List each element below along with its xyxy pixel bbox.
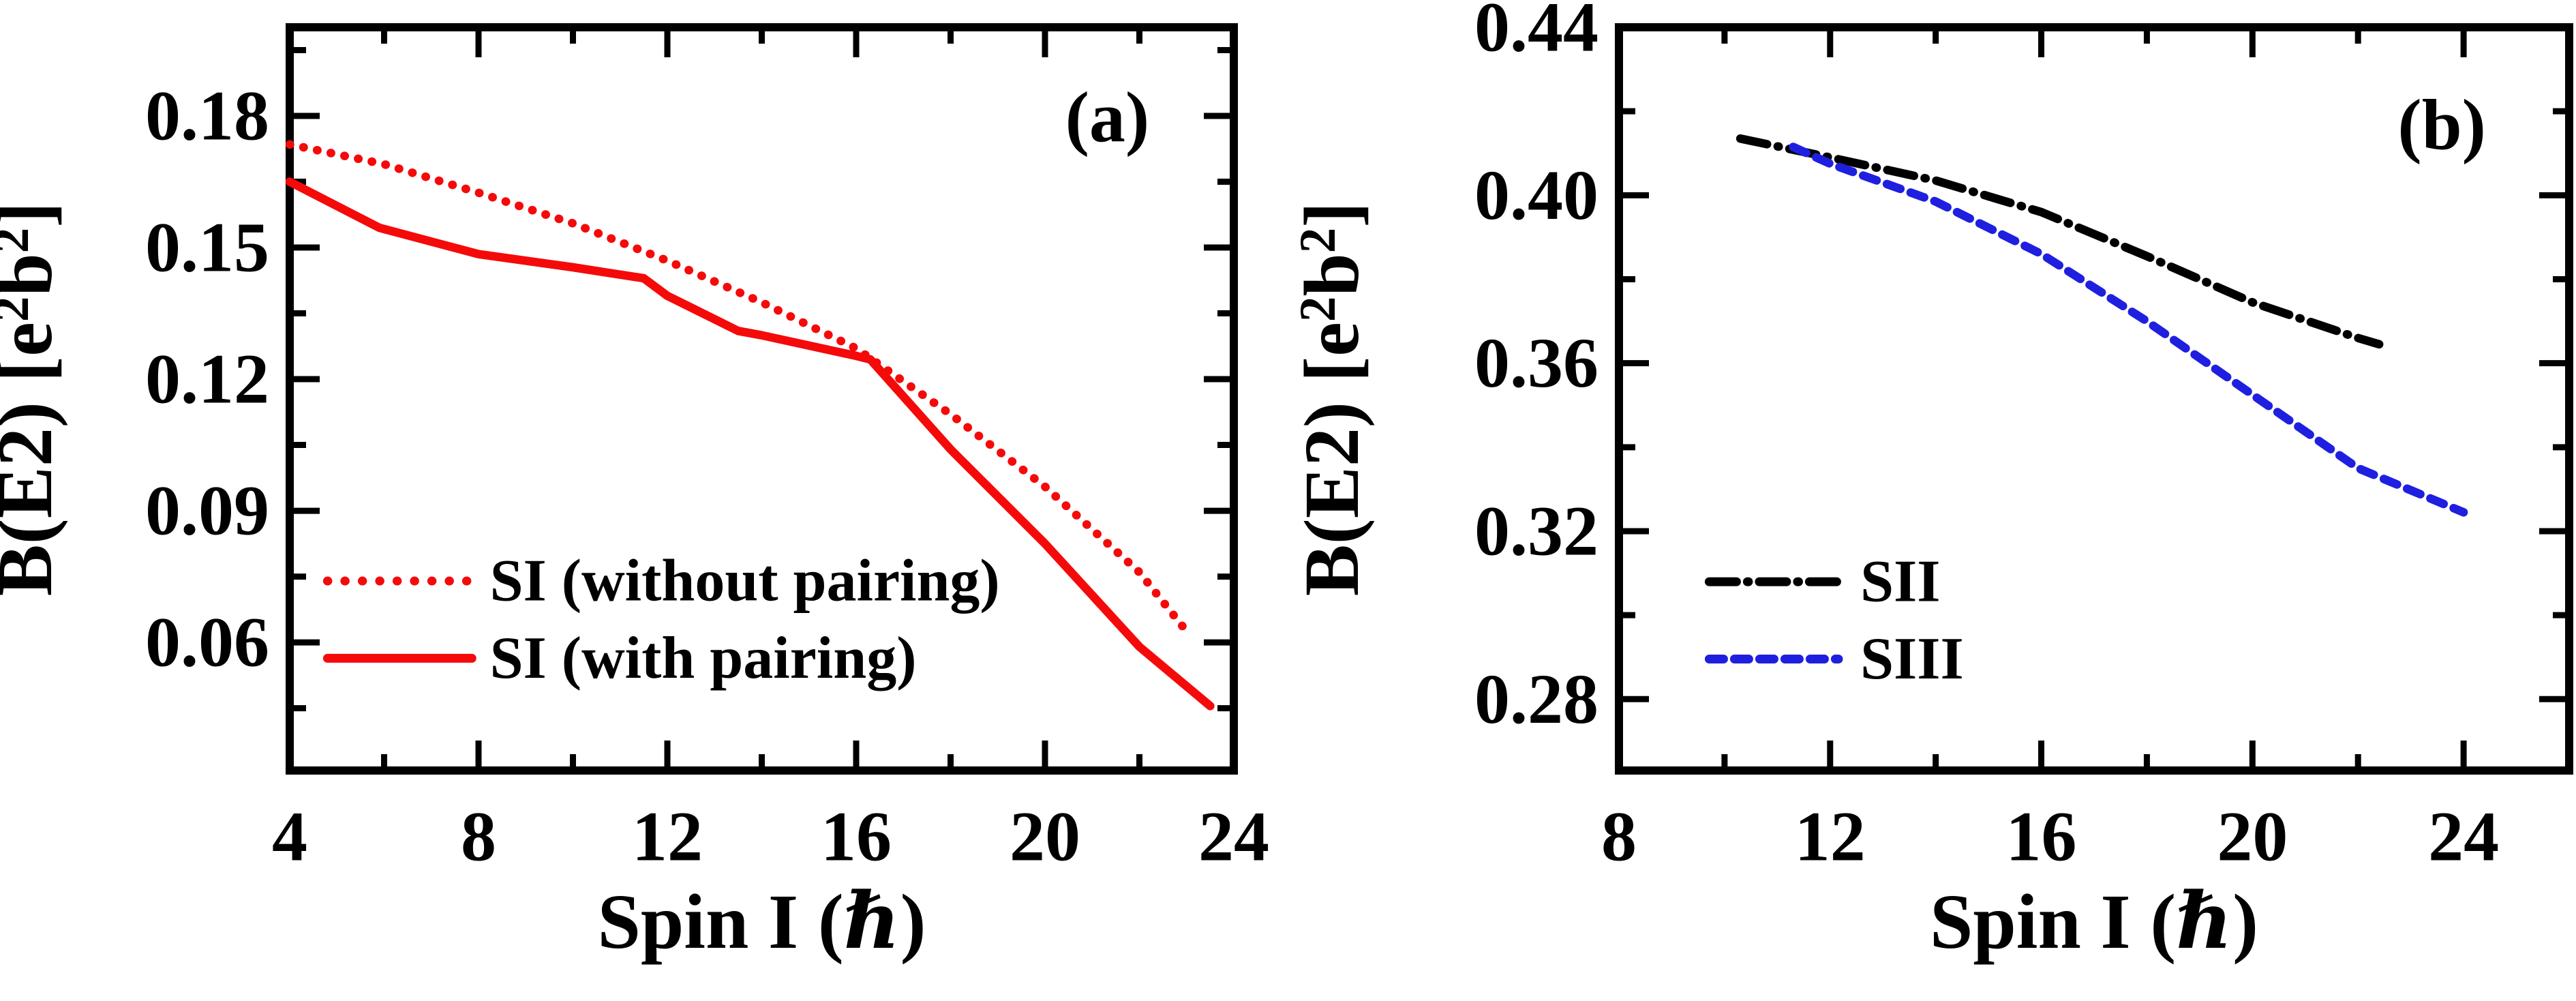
y-tick-label: 0.06: [145, 603, 269, 682]
series-line-si-without-pairing: [285, 140, 1192, 636]
panel-a: 4 8 12 16 20 24 0.18 0.15 0.12 0.09 0.06 Spin I (ℏ)…: [0, 23, 1269, 965]
x-tick-label: 24: [2428, 798, 2499, 876]
legend-label: SI (without pairing): [490, 548, 1000, 614]
x-tick-label: 20: [1010, 798, 1080, 876]
y-tick-label: 0.40: [1474, 156, 1598, 235]
x-tick-label: 24: [1198, 798, 1269, 876]
x-axis-title: Spin I (ℏ): [597, 878, 926, 965]
x-tick-label: 4: [272, 798, 307, 876]
x-tick-label: 12: [1795, 798, 1866, 876]
y-tick-label: 0.18: [145, 76, 269, 155]
y-tick-label: 0.36: [1474, 324, 1598, 402]
series-line-sii: [1736, 134, 2384, 349]
y-tick-label: 0.44: [1474, 0, 1598, 67]
legend-label: SI (with pairing): [490, 625, 917, 691]
y-axis-title: B(E2) [e2b2]: [0, 202, 68, 596]
panel-tag: (a): [1065, 77, 1150, 157]
y-tick-label: 0.09: [145, 472, 269, 550]
plot-frame: [1615, 23, 2573, 775]
legend-label: SII: [1860, 549, 1940, 615]
series-line-si-with-pairing: [285, 177, 1215, 711]
x-tick-label: 12: [632, 798, 703, 876]
x-tick-label: 20: [2217, 798, 2288, 876]
panel-b: 8 12 16 20 24 0.44 0.40 0.36 0.32 0.28 Spin I (ℏ) B…: [1288, 0, 2573, 965]
x-tick-label: 8: [461, 798, 496, 876]
legend-label: SIII: [1860, 626, 1964, 692]
y-tick-label: 0.28: [1474, 660, 1598, 738]
series-line-siii: [1789, 143, 2468, 517]
x-axis-title: Spin I (ℏ): [1930, 878, 2258, 965]
x-tick-label: 16: [2006, 798, 2077, 876]
y-tick-label: 0.12: [145, 340, 269, 419]
plot-frame: [286, 23, 1238, 775]
y-tick-label: 0.15: [145, 209, 269, 287]
x-tick-label: 8: [1601, 798, 1637, 876]
x-tick-label: 16: [821, 798, 892, 876]
y-axis-title: B(E2) [e2b2]: [1288, 202, 1375, 596]
y-tick-label: 0.32: [1474, 492, 1598, 570]
panel-tag: (b): [2397, 85, 2486, 164]
